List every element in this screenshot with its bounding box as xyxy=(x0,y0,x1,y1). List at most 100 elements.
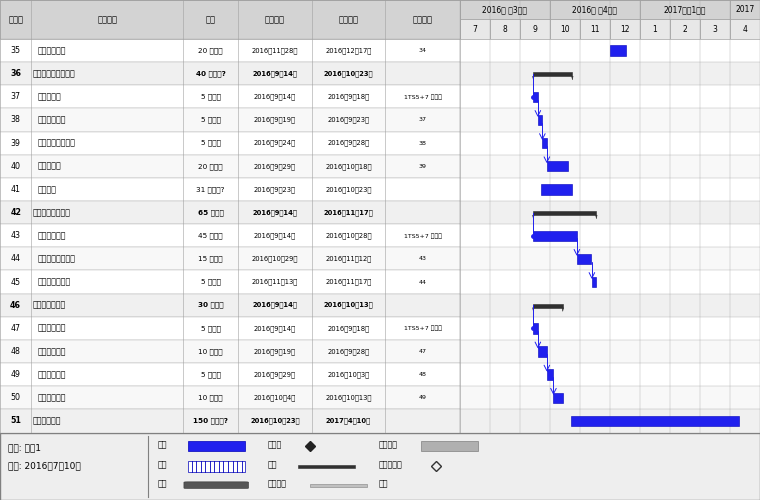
Text: 里程碑: 里程碑 xyxy=(268,440,283,449)
Bar xyxy=(460,294,760,316)
Text: 2016年10月23日: 2016年10月23日 xyxy=(324,70,373,77)
Text: 任务: 任务 xyxy=(157,440,167,449)
Bar xyxy=(460,363,760,386)
Bar xyxy=(610,46,626,56)
Text: 标识号: 标识号 xyxy=(8,15,23,24)
Bar xyxy=(0,85,460,108)
Text: 48: 48 xyxy=(419,372,426,377)
Text: 34: 34 xyxy=(419,48,426,53)
Text: 拆分: 拆分 xyxy=(157,460,167,469)
Bar xyxy=(550,0,640,20)
Text: 四侧网架结构安装: 四侧网架结构安装 xyxy=(37,138,75,147)
Text: 1: 1 xyxy=(653,24,657,34)
Bar xyxy=(460,108,760,132)
Bar xyxy=(460,20,489,39)
Text: 43: 43 xyxy=(419,256,426,262)
Text: 外部里程碑: 外部里程碑 xyxy=(378,460,403,469)
Text: 51: 51 xyxy=(10,416,21,426)
Text: 5 工作日: 5 工作日 xyxy=(201,325,220,332)
Text: 2016年10月28日: 2016年10月28日 xyxy=(325,232,372,239)
Text: 30 工作日: 30 工作日 xyxy=(198,302,223,308)
Bar xyxy=(538,114,543,125)
Text: 47: 47 xyxy=(419,349,426,354)
Text: 36: 36 xyxy=(10,69,21,78)
Bar xyxy=(460,340,760,363)
Bar xyxy=(460,85,760,108)
Text: 2016年10月13日: 2016年10月13日 xyxy=(325,394,372,401)
Text: 10 工作日: 10 工作日 xyxy=(198,394,223,401)
Text: 2016年11月13日: 2016年11月13日 xyxy=(252,278,298,285)
Bar xyxy=(299,465,356,468)
Text: 完成时间: 完成时间 xyxy=(338,15,359,24)
Bar xyxy=(610,20,640,39)
Text: 38: 38 xyxy=(419,140,426,145)
Text: 2016年9月19日: 2016年9月19日 xyxy=(254,348,296,355)
Bar xyxy=(0,108,460,132)
Bar xyxy=(550,20,580,39)
Bar xyxy=(460,39,760,62)
Text: 2016年9月14日: 2016年9月14日 xyxy=(254,325,296,332)
Bar xyxy=(310,484,367,487)
Text: 11: 11 xyxy=(591,24,600,34)
Text: 9: 9 xyxy=(533,24,537,34)
Text: 金属屋面施工: 金属屋面施工 xyxy=(33,416,62,426)
Text: 主桁架安装: 主桁架安装 xyxy=(37,162,61,171)
Text: 外部任务: 外部任务 xyxy=(378,440,398,449)
Text: 2016年10月13日: 2016年10月13日 xyxy=(324,302,373,308)
Text: 1TS5+7 工作日: 1TS5+7 工作日 xyxy=(404,94,442,100)
Bar xyxy=(577,254,591,264)
Bar xyxy=(0,39,460,62)
Polygon shape xyxy=(533,76,534,80)
Text: 2: 2 xyxy=(682,24,687,34)
Text: 树状支撑安装: 树状支撑安装 xyxy=(37,116,66,124)
Bar xyxy=(543,138,547,148)
Bar xyxy=(489,20,520,39)
Text: 2016年9月23日: 2016年9月23日 xyxy=(328,116,369,123)
Text: 2016年12月17日: 2016年12月17日 xyxy=(325,47,372,54)
Bar xyxy=(0,248,460,270)
Text: 41: 41 xyxy=(11,185,21,194)
Text: 48: 48 xyxy=(11,347,21,356)
Text: 2016年11月28日: 2016年11月28日 xyxy=(252,47,298,54)
Bar xyxy=(730,0,760,20)
Text: 二层钢柱安装: 二层钢柱安装 xyxy=(37,324,66,333)
Bar xyxy=(460,316,760,340)
Text: 2016年9月14日: 2016年9月14日 xyxy=(252,70,297,77)
Text: 二层钢梁安装: 二层钢梁安装 xyxy=(37,347,66,356)
Bar xyxy=(0,224,460,248)
Text: 2016年9月28日: 2016年9月28日 xyxy=(328,348,369,355)
Text: 项目摘要: 项目摘要 xyxy=(268,480,287,488)
Text: 三层钢梁安装: 三层钢梁安装 xyxy=(37,394,66,402)
Text: 塔尖钢结构安装: 塔尖钢结构安装 xyxy=(37,278,71,286)
Text: 44: 44 xyxy=(11,254,21,264)
Text: 任务名称: 任务名称 xyxy=(97,15,117,24)
Bar xyxy=(0,62,460,85)
Text: 工期: 工期 xyxy=(206,15,216,24)
Text: 期限: 期限 xyxy=(378,480,388,488)
Text: 摘要: 摘要 xyxy=(268,460,277,469)
Text: 47: 47 xyxy=(11,324,21,333)
Text: 2017: 2017 xyxy=(736,5,755,14)
Bar xyxy=(460,154,760,178)
Text: 2016年10月29日: 2016年10月29日 xyxy=(252,256,298,262)
Text: 38: 38 xyxy=(11,116,21,124)
Text: 12: 12 xyxy=(620,24,629,34)
Polygon shape xyxy=(533,308,534,312)
Bar xyxy=(538,346,547,356)
Bar xyxy=(0,154,460,178)
Bar xyxy=(534,230,577,241)
Bar xyxy=(700,20,730,39)
Text: 2016年 第3季度: 2016年 第3季度 xyxy=(483,5,527,14)
Text: 5 工作日: 5 工作日 xyxy=(201,278,220,285)
Text: 2016年10月18日: 2016年10月18日 xyxy=(325,163,372,170)
Text: 2016年9月14日: 2016年9月14日 xyxy=(252,210,297,216)
Text: 65 工作日: 65 工作日 xyxy=(198,210,223,216)
Text: 2016年10月3日: 2016年10月3日 xyxy=(328,372,369,378)
Text: 西侧屋盖安装: 西侧屋盖安装 xyxy=(37,46,66,55)
Text: 15 工作日: 15 工作日 xyxy=(198,256,223,262)
Text: 钢骨柱安装: 钢骨柱安装 xyxy=(37,92,61,102)
Text: 2016年9月14日: 2016年9月14日 xyxy=(254,94,296,100)
Text: 10: 10 xyxy=(560,24,570,34)
Text: 37: 37 xyxy=(11,92,21,102)
Text: 2016年9月28日: 2016年9月28日 xyxy=(328,140,369,146)
